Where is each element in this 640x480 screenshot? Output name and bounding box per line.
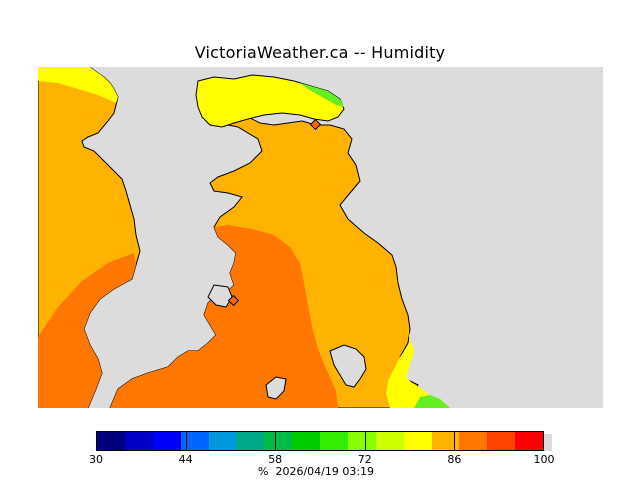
colorbar-segment <box>347 432 376 450</box>
colorbar-segment <box>515 432 543 450</box>
station-marker-north <box>309 118 322 131</box>
colorbar-segment <box>236 432 265 450</box>
north-green-sliver <box>300 83 344 107</box>
colorbar-segment <box>97 432 125 450</box>
colorbar-segment <box>152 432 181 450</box>
colorbar-segment <box>375 432 404 450</box>
colorbar-tick-line <box>185 431 187 451</box>
colorbar-tick-label: 72 <box>357 453 372 466</box>
colorbar-segment <box>403 432 432 450</box>
colorbar-segment <box>320 432 348 450</box>
station-marker-south <box>227 294 240 307</box>
southeast-green-zone <box>414 395 450 408</box>
map-title: VictoriaWeather.ca -- Humidity <box>194 43 446 62</box>
colorbar-segment <box>180 432 209 450</box>
colorbar-tick-label: 58 <box>268 453 283 466</box>
colorbar-tick-line <box>364 431 366 451</box>
colorbar-tick-label: 30 <box>89 453 103 466</box>
central-orange-zone <box>110 225 338 408</box>
lake-shape-south <box>265 376 287 400</box>
west-yellow-zone <box>38 67 118 103</box>
lake-shape-east <box>329 344 367 388</box>
colorbar-segment <box>208 432 237 450</box>
colorbar-tick-label: 86 <box>447 453 462 466</box>
east-yellow-zone <box>386 329 450 408</box>
colorbar-segment <box>487 432 516 450</box>
colorbar-segment <box>124 432 153 450</box>
caption: % 2026/04/19 03:19 <box>258 465 374 478</box>
cove-shape <box>207 284 233 308</box>
caption-timestamp: 2026/04/19 03:19 <box>275 465 375 478</box>
colorbar-tick-label: 44 <box>178 453 193 466</box>
humidity-map <box>38 67 603 408</box>
colorbar-segment <box>431 432 460 450</box>
colorbar-segment <box>292 432 320 450</box>
colorbar-tick-line <box>454 431 456 451</box>
colorbar-tick-label: 100 <box>533 453 555 466</box>
colorbar-segment <box>459 432 488 450</box>
southwest-orange-zone <box>38 253 136 408</box>
colorbar-tick-line <box>275 431 277 451</box>
colorbar-shadow <box>544 434 552 451</box>
humidity-colorbar <box>96 431 544 451</box>
colorbar-segment <box>264 432 293 450</box>
caption-unit: % <box>258 465 269 478</box>
